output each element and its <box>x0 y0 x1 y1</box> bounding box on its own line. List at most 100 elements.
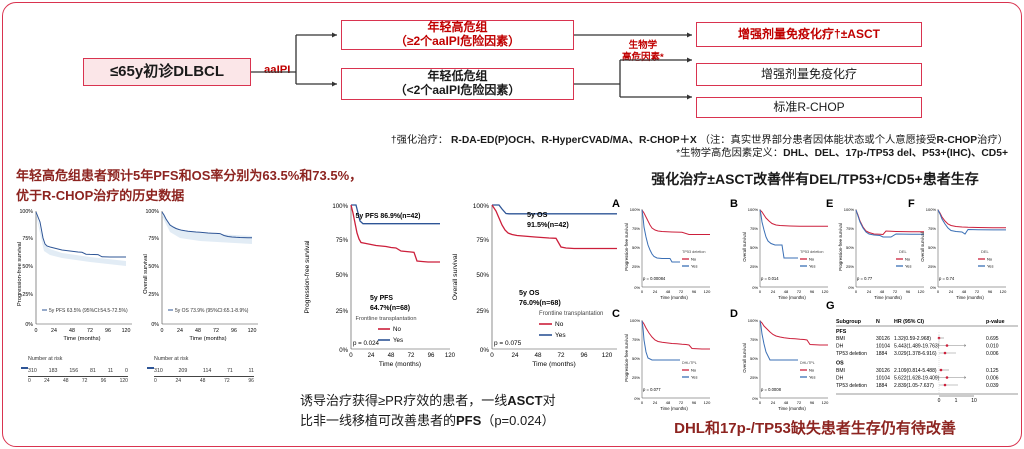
svg-text:Progression-free survival: Progression-free survival <box>624 334 629 382</box>
svg-text:Time (months): Time (months) <box>532 361 576 368</box>
svg-text:50%: 50% <box>928 245 936 250</box>
svg-text:0: 0 <box>937 289 940 294</box>
svg-text:0: 0 <box>35 328 38 334</box>
svg-text:25%: 25% <box>632 375 640 380</box>
svg-text:Frontline transplantation: Frontline transplantation <box>539 311 603 317</box>
svg-text:Overall survival: Overall survival <box>742 343 747 372</box>
svg-text:5y PFS: 5y PFS <box>370 295 393 302</box>
svg-text:No: No <box>393 326 401 333</box>
svg-text:0: 0 <box>759 400 762 405</box>
svg-text:72: 72 <box>975 289 980 294</box>
svg-text:Overall survival: Overall survival <box>742 232 747 261</box>
svg-text:50%: 50% <box>632 356 640 361</box>
svg-text:DH: DH <box>836 344 844 350</box>
svg-text:24: 24 <box>771 289 776 294</box>
svg-text:30126: 30126 <box>876 336 890 342</box>
svg-text:25%: 25% <box>632 264 640 269</box>
svg-text:25%: 25% <box>846 264 854 269</box>
svg-text:No: No <box>809 368 815 373</box>
svg-text:0.695: 0.695 <box>986 336 999 342</box>
svg-text:Time (months): Time (months) <box>874 295 902 300</box>
svg-text:Progression-free survival: Progression-free survival <box>17 242 23 306</box>
svg-text:48: 48 <box>69 328 75 334</box>
svg-text:0.006: 0.006 <box>986 351 999 357</box>
svg-text:0.039: 0.039 <box>986 383 999 389</box>
svg-text:0: 0 <box>938 398 941 404</box>
svg-text:Time (months): Time (months) <box>778 406 806 411</box>
svg-text:p = 0.00084: p = 0.00084 <box>643 276 666 281</box>
svg-text:75%: 75% <box>632 337 640 342</box>
svg-text:3.029(1.378-6.916): 3.029(1.378-6.916) <box>894 351 937 357</box>
svg-text:Yes: Yes <box>809 375 816 380</box>
svg-text:5.622(1.628-19.409): 5.622(1.628-19.409) <box>894 376 940 382</box>
svg-text:BMI: BMI <box>836 336 845 342</box>
svg-text:120: 120 <box>1000 289 1007 294</box>
svg-text:50%: 50% <box>632 245 640 250</box>
svg-text:72: 72 <box>797 289 802 294</box>
svg-text:75%: 75% <box>148 236 159 242</box>
svg-text:0%: 0% <box>634 396 640 401</box>
svg-text:HR (95% CI): HR (95% CI) <box>894 319 924 325</box>
svg-text:Yes: Yes <box>905 264 912 269</box>
svg-text:72: 72 <box>408 352 415 359</box>
svg-text:50%: 50% <box>750 245 758 250</box>
svg-text:30126: 30126 <box>876 368 890 374</box>
svg-text:72: 72 <box>893 289 898 294</box>
svg-text:72: 72 <box>213 328 219 334</box>
svg-text:48: 48 <box>534 352 542 359</box>
svg-text:p = 0.014: p = 0.014 <box>761 276 779 281</box>
svg-text:96: 96 <box>810 400 815 405</box>
svg-text:No: No <box>691 368 697 373</box>
svg-text:TP53 deletion: TP53 deletion <box>682 250 705 254</box>
svg-text:No: No <box>691 257 697 262</box>
svg-text:0: 0 <box>161 328 164 334</box>
svg-text:120: 120 <box>704 400 711 405</box>
svg-text:50%: 50% <box>148 264 159 270</box>
svg-text:No: No <box>555 321 564 328</box>
svg-text:48: 48 <box>962 289 967 294</box>
svg-text:DHL/TPL: DHL/TPL <box>682 361 697 365</box>
svg-text:Yes: Yes <box>987 264 994 269</box>
svg-text:25%: 25% <box>476 308 489 315</box>
svg-text:5y PFS 86.9%(n=42): 5y PFS 86.9%(n=42) <box>356 213 421 220</box>
svg-text:25%: 25% <box>22 292 33 298</box>
svg-text:24: 24 <box>771 400 776 405</box>
svg-text:BMI: BMI <box>836 368 845 374</box>
svg-text:25%: 25% <box>336 308 349 315</box>
svg-text:0.006: 0.006 <box>986 376 999 382</box>
svg-text:72: 72 <box>797 400 802 405</box>
svg-text:TP53 deletion: TP53 deletion <box>836 351 867 357</box>
svg-text:Time (months): Time (months) <box>956 295 984 300</box>
svg-text:0: 0 <box>759 289 762 294</box>
svg-text:0: 0 <box>855 289 858 294</box>
svg-text:120: 120 <box>602 352 613 359</box>
svg-text:75%: 75% <box>846 226 854 231</box>
svg-text:100%: 100% <box>19 209 33 215</box>
svg-text:100%: 100% <box>926 207 937 212</box>
svg-text:96: 96 <box>810 289 815 294</box>
svg-text:91.5%(n=42): 91.5%(n=42) <box>527 220 569 229</box>
svg-text:Overall survival: Overall survival <box>143 254 149 294</box>
svg-text:120: 120 <box>248 328 257 334</box>
svg-text:Time (months): Time (months) <box>63 336 100 342</box>
svg-text:48: 48 <box>195 328 201 334</box>
svg-text:Time (months): Time (months) <box>778 295 806 300</box>
svg-text:24: 24 <box>511 352 519 359</box>
svg-text:24: 24 <box>51 328 57 334</box>
svg-text:120: 120 <box>822 400 829 405</box>
svg-text:120: 120 <box>122 328 131 334</box>
svg-text:75%: 75% <box>928 226 936 231</box>
svg-text:96: 96 <box>231 328 237 334</box>
svg-text:Time (months): Time (months) <box>189 336 226 342</box>
svg-text:2.839(1.05-7.637): 2.839(1.05-7.637) <box>894 383 934 389</box>
svg-text:N: N <box>876 319 880 325</box>
svg-text:DEL: DEL <box>981 249 990 254</box>
svg-text:100%: 100% <box>630 207 641 212</box>
svg-text:48: 48 <box>666 400 671 405</box>
svg-text:0%: 0% <box>848 285 854 290</box>
svg-text:25%: 25% <box>928 264 936 269</box>
svg-text:1884: 1884 <box>876 351 887 357</box>
svg-text:0%: 0% <box>930 285 936 290</box>
svg-text:120: 120 <box>445 352 456 359</box>
svg-text:72: 72 <box>87 328 93 334</box>
